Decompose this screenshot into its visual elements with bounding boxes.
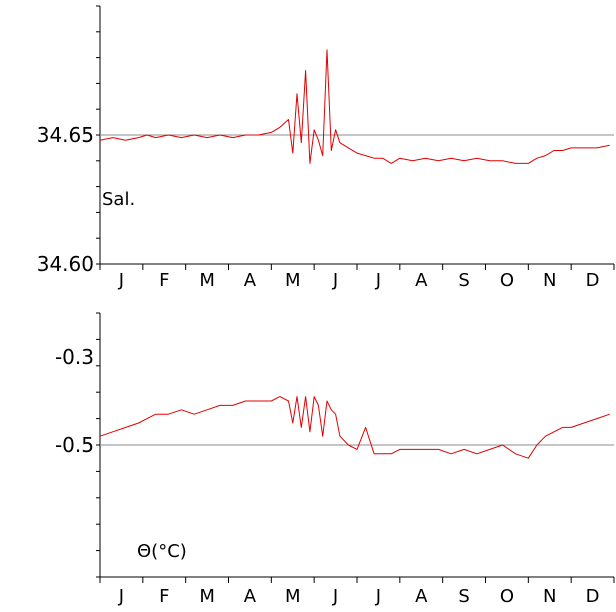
theta-panel-label: Θ(°C) xyxy=(137,541,187,562)
salinity-month-label: N xyxy=(543,270,556,291)
theta-y-tick-label: -0.5 xyxy=(55,433,94,457)
theta-month-label: F xyxy=(159,586,169,607)
salinity-month-label: J xyxy=(375,270,381,291)
salinity-month-label: J xyxy=(332,270,338,291)
theta-month-label: A xyxy=(415,586,428,607)
theta-month-label: J xyxy=(375,586,381,607)
salinity-month-label: M xyxy=(199,270,215,291)
salinity-y-tick-label: 34.65 xyxy=(37,123,94,147)
theta-month-label: O xyxy=(500,586,514,607)
salinity-month-label: D xyxy=(586,270,600,291)
theta-month-label: N xyxy=(543,586,556,607)
salinity-month-label: A xyxy=(244,270,257,291)
salinity-month-label: F xyxy=(159,270,169,291)
theta-series-line xyxy=(99,396,610,459)
theta-month-label: D xyxy=(586,586,600,607)
salinity-month-label: S xyxy=(458,270,469,291)
salinity-series-line xyxy=(99,49,610,164)
salinity-panel-label: Sal. xyxy=(102,189,135,210)
theta-month-label: S xyxy=(458,586,469,607)
theta-month-label: M xyxy=(199,586,215,607)
theta-month-label: M xyxy=(285,586,301,607)
salinity-month-label: M xyxy=(285,270,301,291)
theta-y-tick-label: -0.3 xyxy=(55,345,94,369)
salinity-y-tick-label: 34.60 xyxy=(37,252,94,276)
theta-month-label: J xyxy=(118,586,124,607)
theta-month-label: J xyxy=(332,586,338,607)
salinity-month-label: A xyxy=(415,270,428,291)
salinity-month-label: O xyxy=(500,270,514,291)
theta-month-label: A xyxy=(244,586,257,607)
salinity-month-label: J xyxy=(118,270,124,291)
